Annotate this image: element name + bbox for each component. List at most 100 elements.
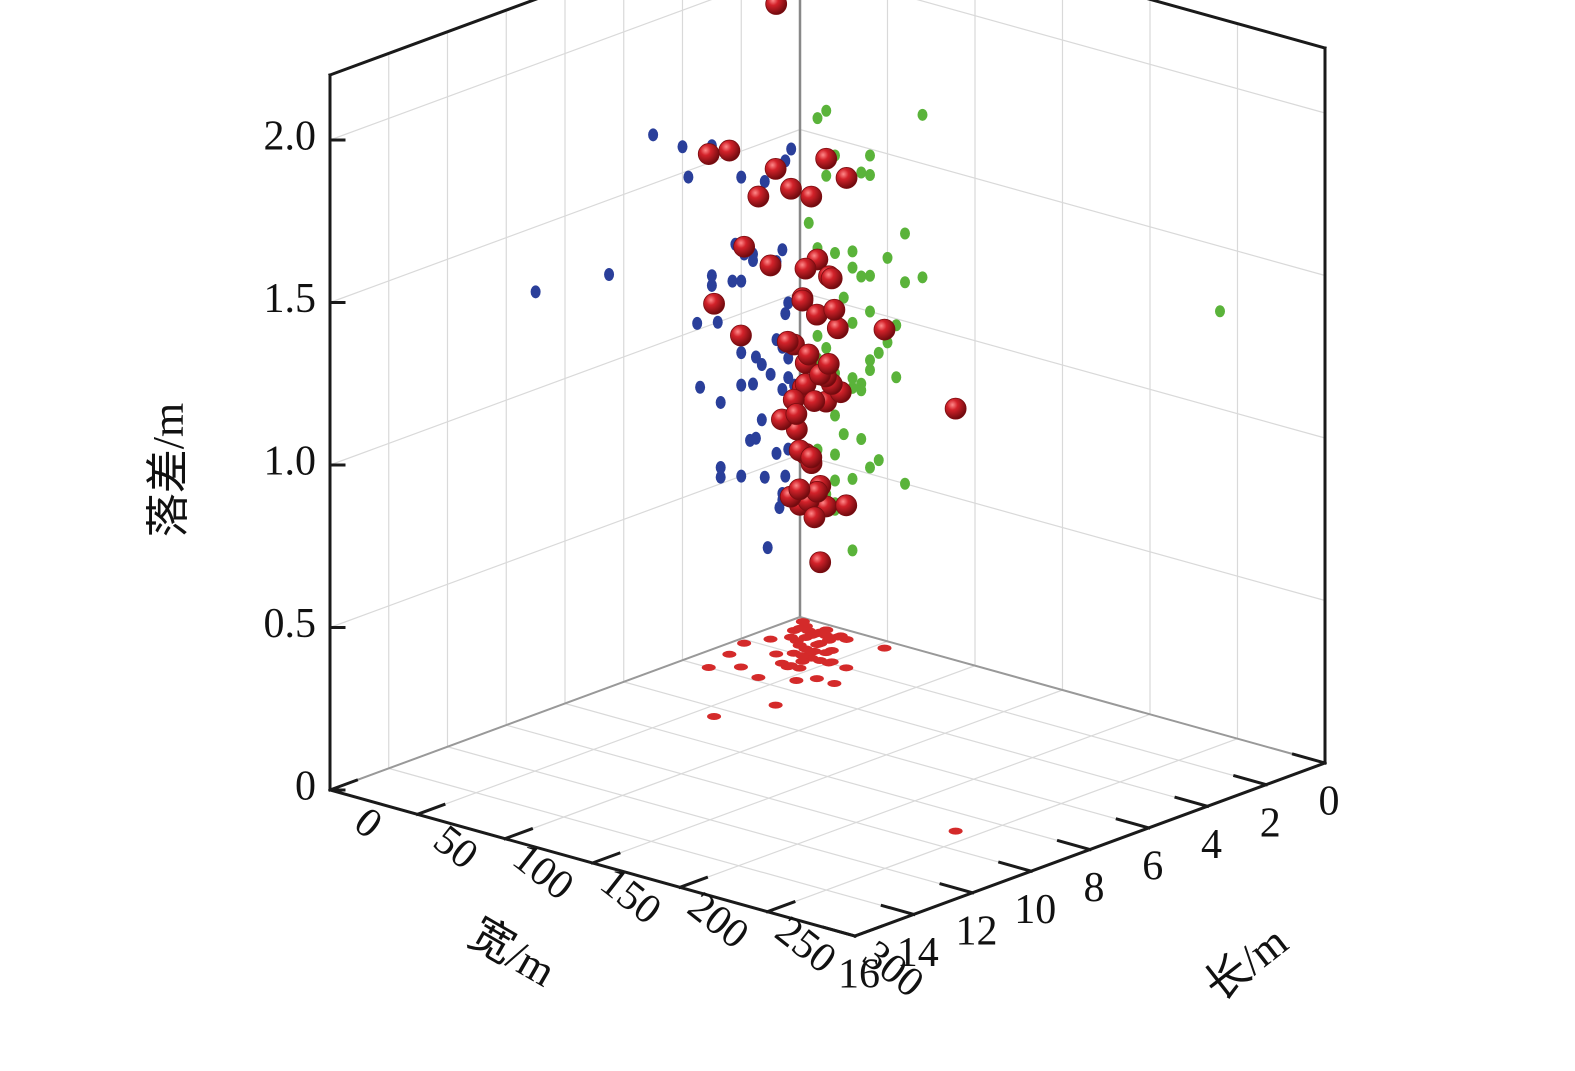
y-tick-label: 150 <box>592 859 670 934</box>
projection-xz-point <box>786 142 797 156</box>
projection-xy-point <box>813 657 827 665</box>
data-point <box>823 298 846 321</box>
data-point <box>794 257 817 280</box>
x-tick-label: 10 <box>1014 887 1056 933</box>
projection-yz-point <box>856 166 867 179</box>
data-point <box>730 324 752 347</box>
projection-yz-point <box>917 108 928 121</box>
y-tick-mark <box>853 924 884 938</box>
projection-xy-point <box>768 701 783 709</box>
projection-yz-point <box>865 305 875 318</box>
projection-xy-point <box>809 675 824 683</box>
projection-xz-point <box>706 278 717 292</box>
data-point <box>797 343 820 366</box>
projection-xy-point <box>789 677 804 685</box>
projection-yz-point <box>900 276 910 289</box>
x-tick-label: 16 <box>838 952 880 998</box>
data-point <box>873 318 896 341</box>
grid-line <box>799 128 1326 277</box>
y-tick-mark <box>590 851 621 865</box>
projection-xz-point <box>759 174 770 188</box>
projection-xz-point <box>736 378 747 392</box>
projection-xy-point <box>701 664 716 672</box>
projection-yz-point <box>812 329 823 342</box>
grid-line <box>767 738 1238 913</box>
data-point <box>944 397 967 420</box>
projection-yz-point <box>847 472 858 485</box>
projection-xz-point <box>715 470 726 484</box>
x-tick-mark <box>1291 752 1327 765</box>
data-point <box>747 185 770 208</box>
projection-xz-point <box>777 382 788 396</box>
x-tick-label: 14 <box>897 930 939 976</box>
top-left-edge <box>328 0 539 77</box>
projection-yz-point <box>830 474 840 487</box>
x-tick-mark <box>1232 774 1269 787</box>
projection-xz-point <box>736 274 747 288</box>
projection-layer <box>530 104 1225 835</box>
grid-line <box>799 453 1326 602</box>
projection-xz-point <box>604 268 615 282</box>
projection-xy-point <box>827 680 842 688</box>
projection-yz-point <box>873 346 884 359</box>
x-tick-mark <box>1174 795 1210 809</box>
data-point <box>835 494 858 517</box>
x-tick-mark <box>821 925 857 938</box>
x-tick-mark <box>939 882 975 895</box>
projection-xy-point <box>824 647 839 655</box>
projection-xy-point <box>839 664 854 672</box>
grid-line <box>329 0 713 141</box>
projection-xz-point <box>748 377 758 391</box>
z-axis-label: 落差/m <box>144 403 193 537</box>
y-axis-label: 长/m <box>1195 916 1296 1010</box>
grid-line <box>916 0 1326 114</box>
projection-xz-point <box>777 243 788 257</box>
y-tick-label: 200 <box>679 883 757 958</box>
projection-xz-point <box>780 307 791 321</box>
projection-xz-point <box>683 170 694 184</box>
projection-xz-point <box>692 316 703 330</box>
data-point <box>733 235 756 258</box>
projection-xy-point <box>783 662 798 670</box>
projection-xz-point <box>783 296 794 310</box>
z-tick-label: 1.0 <box>264 439 317 485</box>
z-tick-label: 1.5 <box>264 276 317 322</box>
projection-xz-point <box>715 460 726 474</box>
data-point <box>835 167 858 189</box>
projection-xy-point <box>795 657 810 665</box>
z-tick-label: 0 <box>295 764 316 810</box>
data-point <box>788 478 811 501</box>
projection-xz-point <box>771 446 782 460</box>
axis-box <box>328 0 1327 938</box>
data-point <box>697 143 720 165</box>
data-point <box>820 267 843 290</box>
projection-yz-point <box>847 544 858 557</box>
y-tick-label: 50 <box>425 817 486 879</box>
projection-xz-point <box>727 274 738 288</box>
projection-xz-point <box>736 469 747 483</box>
projection-yz-point <box>812 112 823 125</box>
x-axis-label: 宽/m <box>461 909 564 997</box>
y-tick-label: 100 <box>504 835 582 910</box>
x-tick-mark <box>1056 838 1092 852</box>
y-tick-mark <box>415 802 446 817</box>
projection-yz-point <box>882 251 893 264</box>
projection-xy-point <box>792 624 807 632</box>
projection-xz-point <box>759 470 770 484</box>
projection-yz-point <box>865 269 875 282</box>
y-tick-label: 0 <box>346 799 391 848</box>
y-tick-mark <box>328 778 359 792</box>
projection-yz-point <box>830 246 840 259</box>
x-tick-label: 12 <box>956 908 998 954</box>
projection-xz-point <box>648 128 659 142</box>
projection-xz-point <box>706 269 717 283</box>
projection-xy-point <box>722 650 737 658</box>
projection-yz-point <box>803 216 814 229</box>
projection-xz-point <box>715 395 726 409</box>
data-point <box>800 185 823 208</box>
data-point <box>780 177 802 200</box>
x-tick-label: 2 <box>1260 800 1281 846</box>
projection-yz-point <box>865 354 875 367</box>
grid-line <box>417 640 888 815</box>
